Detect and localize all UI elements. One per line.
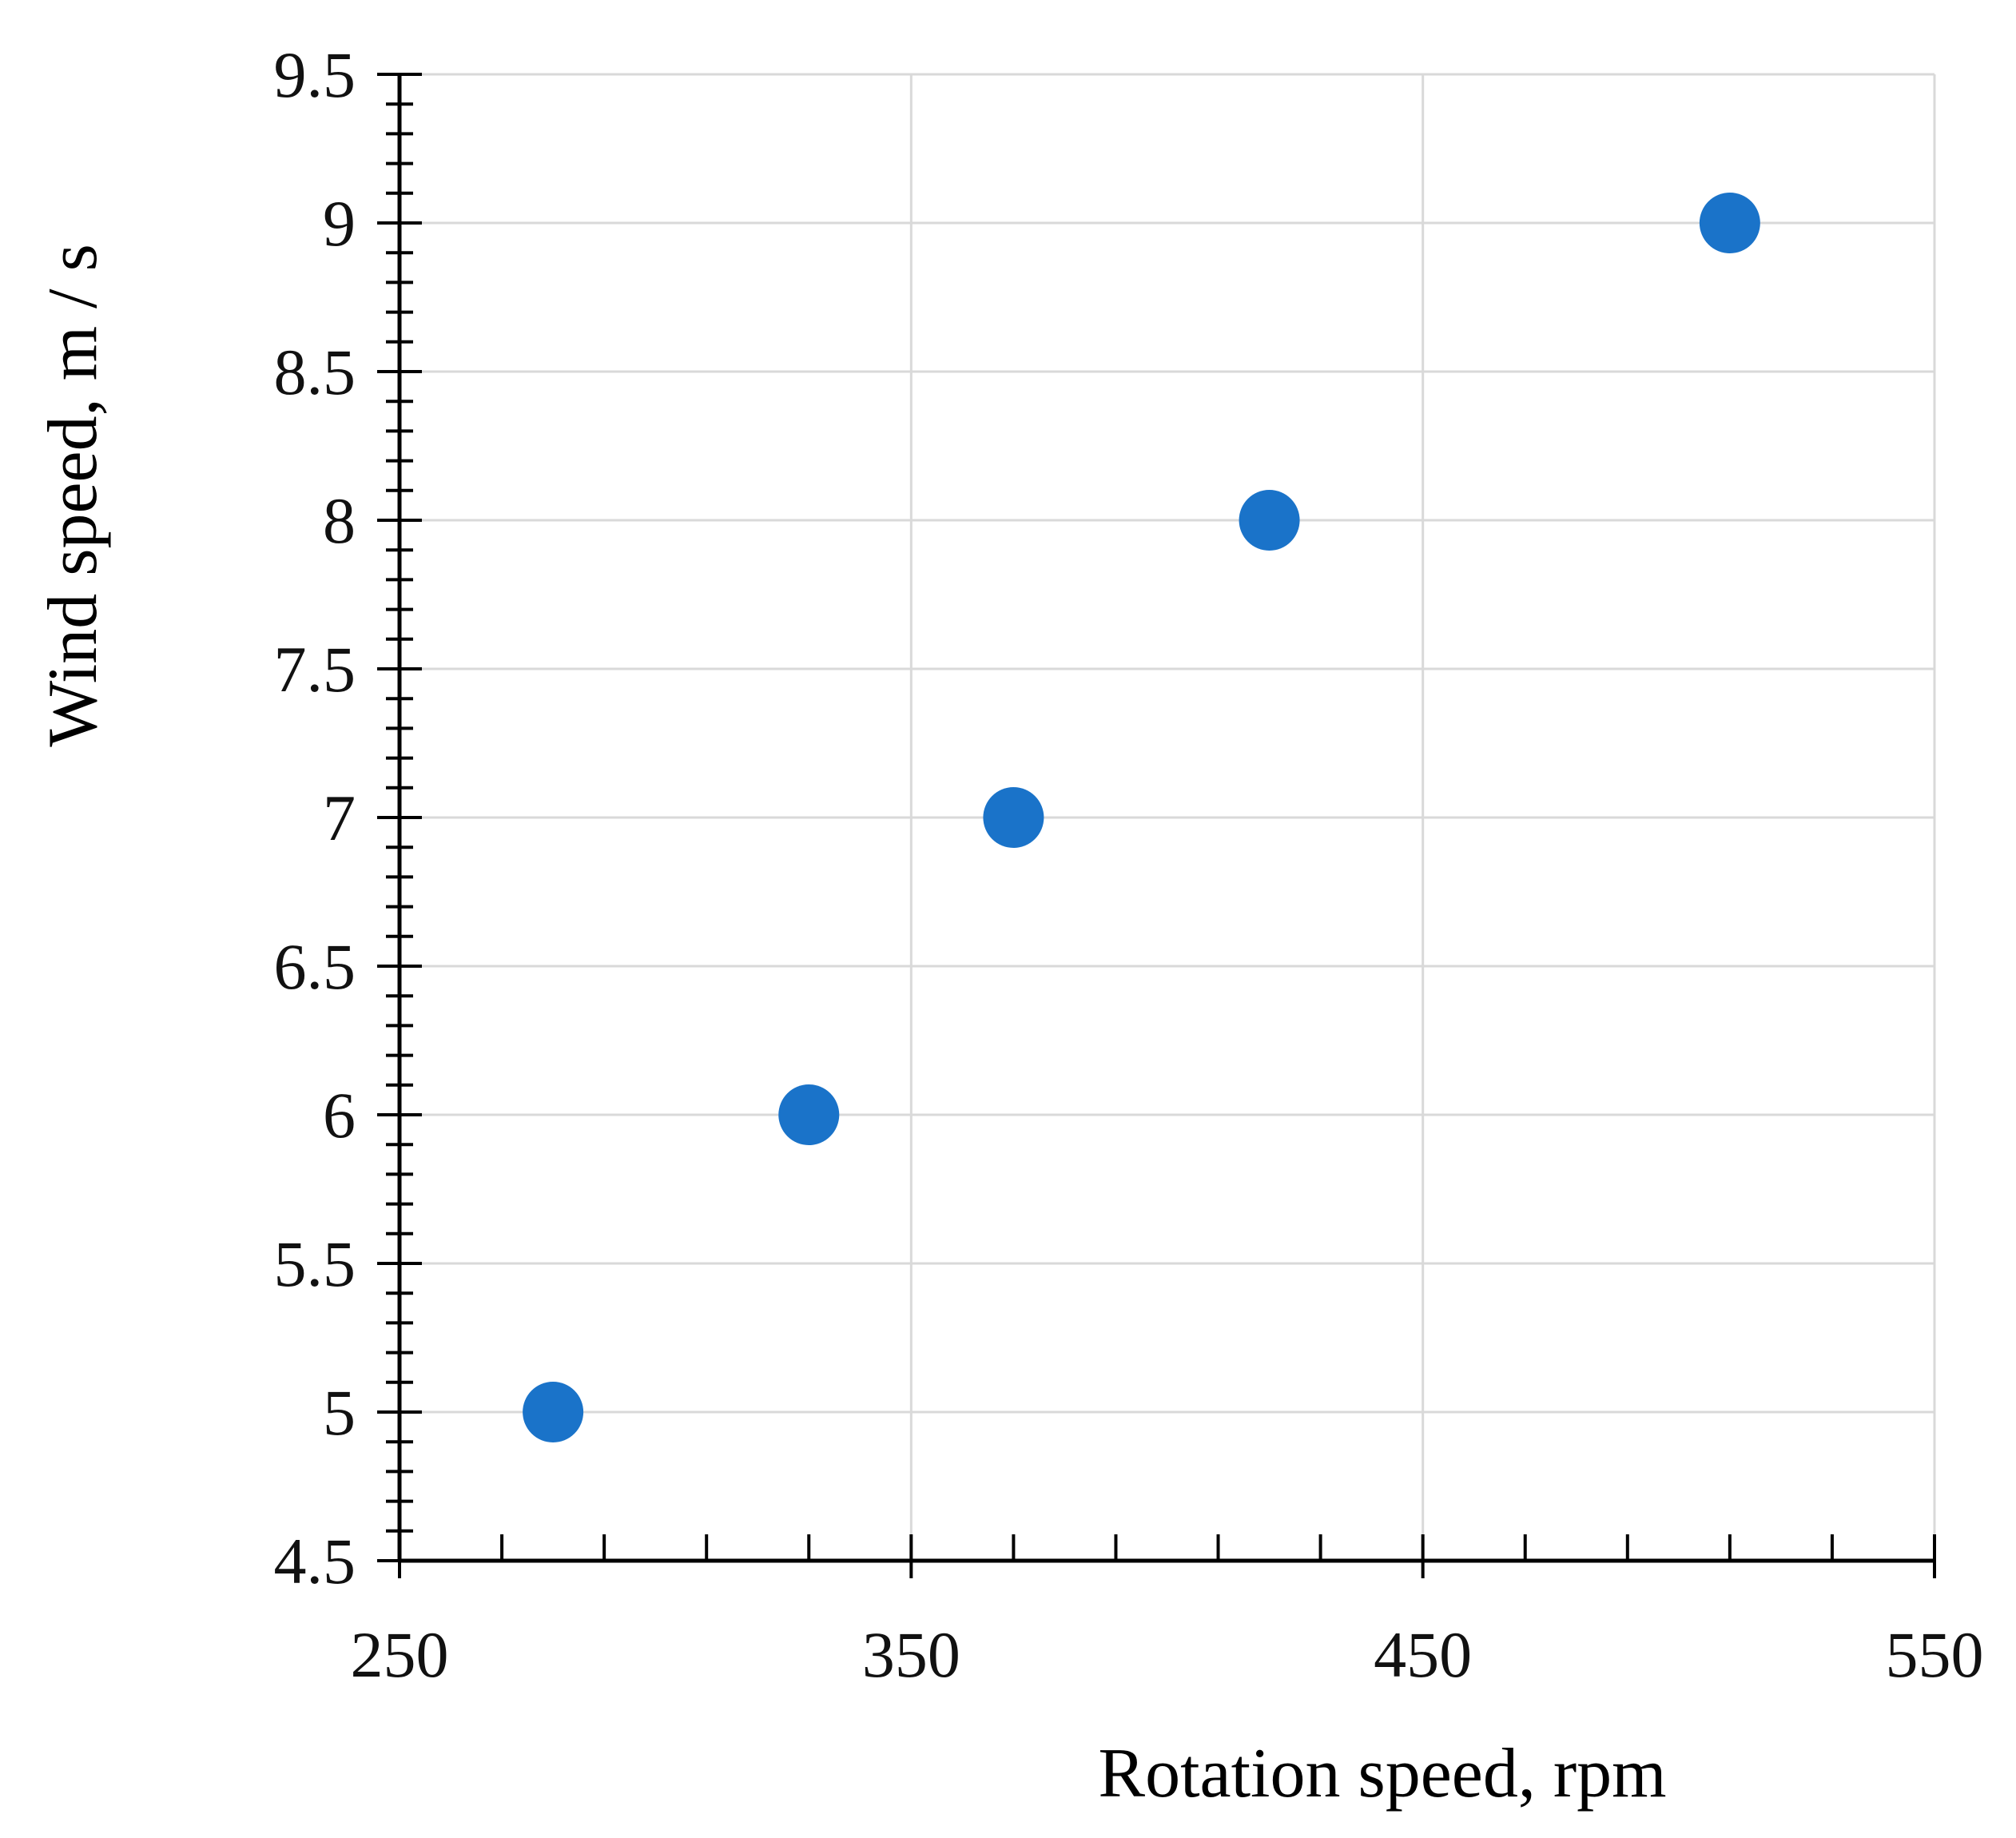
y-tick-label: 8.5 xyxy=(274,336,356,408)
data-points xyxy=(523,193,1760,1442)
x-tick-label: 550 xyxy=(1886,1618,1984,1691)
y-tick-label: 4.5 xyxy=(274,1525,356,1597)
y-tick-label: 5.5 xyxy=(274,1227,356,1300)
y-tick-label: 8 xyxy=(323,484,356,557)
data-point xyxy=(523,1382,584,1442)
y-tick-label: 5 xyxy=(323,1376,356,1449)
x-tick-label: 250 xyxy=(351,1618,449,1691)
x-tick-label: 350 xyxy=(862,1618,960,1691)
data-point xyxy=(778,1084,840,1145)
x-axis-ticks: 250 350 450 550 xyxy=(351,1534,1984,1691)
x-tick-label: 450 xyxy=(1374,1618,1472,1691)
x-axis-title: Rotation speed, rpm xyxy=(1098,1735,1666,1812)
data-point xyxy=(1699,193,1760,253)
y-tick-label: 9.5 xyxy=(274,38,356,111)
grid xyxy=(400,73,1936,1561)
data-point xyxy=(983,787,1044,848)
y-tick-label: 6 xyxy=(323,1079,356,1152)
y-tick-label: 9 xyxy=(323,187,356,260)
y-tick-label: 6.5 xyxy=(274,930,356,1003)
y-tick-label: 7.5 xyxy=(274,633,356,706)
y-axis-title: Wind speed, m / s xyxy=(34,244,112,747)
y-axis-ticks: 4.5 5 5.5 6 6.5 7 7.5 8 8.5 9 9.5 xyxy=(274,38,422,1597)
data-point xyxy=(1239,490,1300,551)
y-tick-label: 7 xyxy=(323,782,356,854)
